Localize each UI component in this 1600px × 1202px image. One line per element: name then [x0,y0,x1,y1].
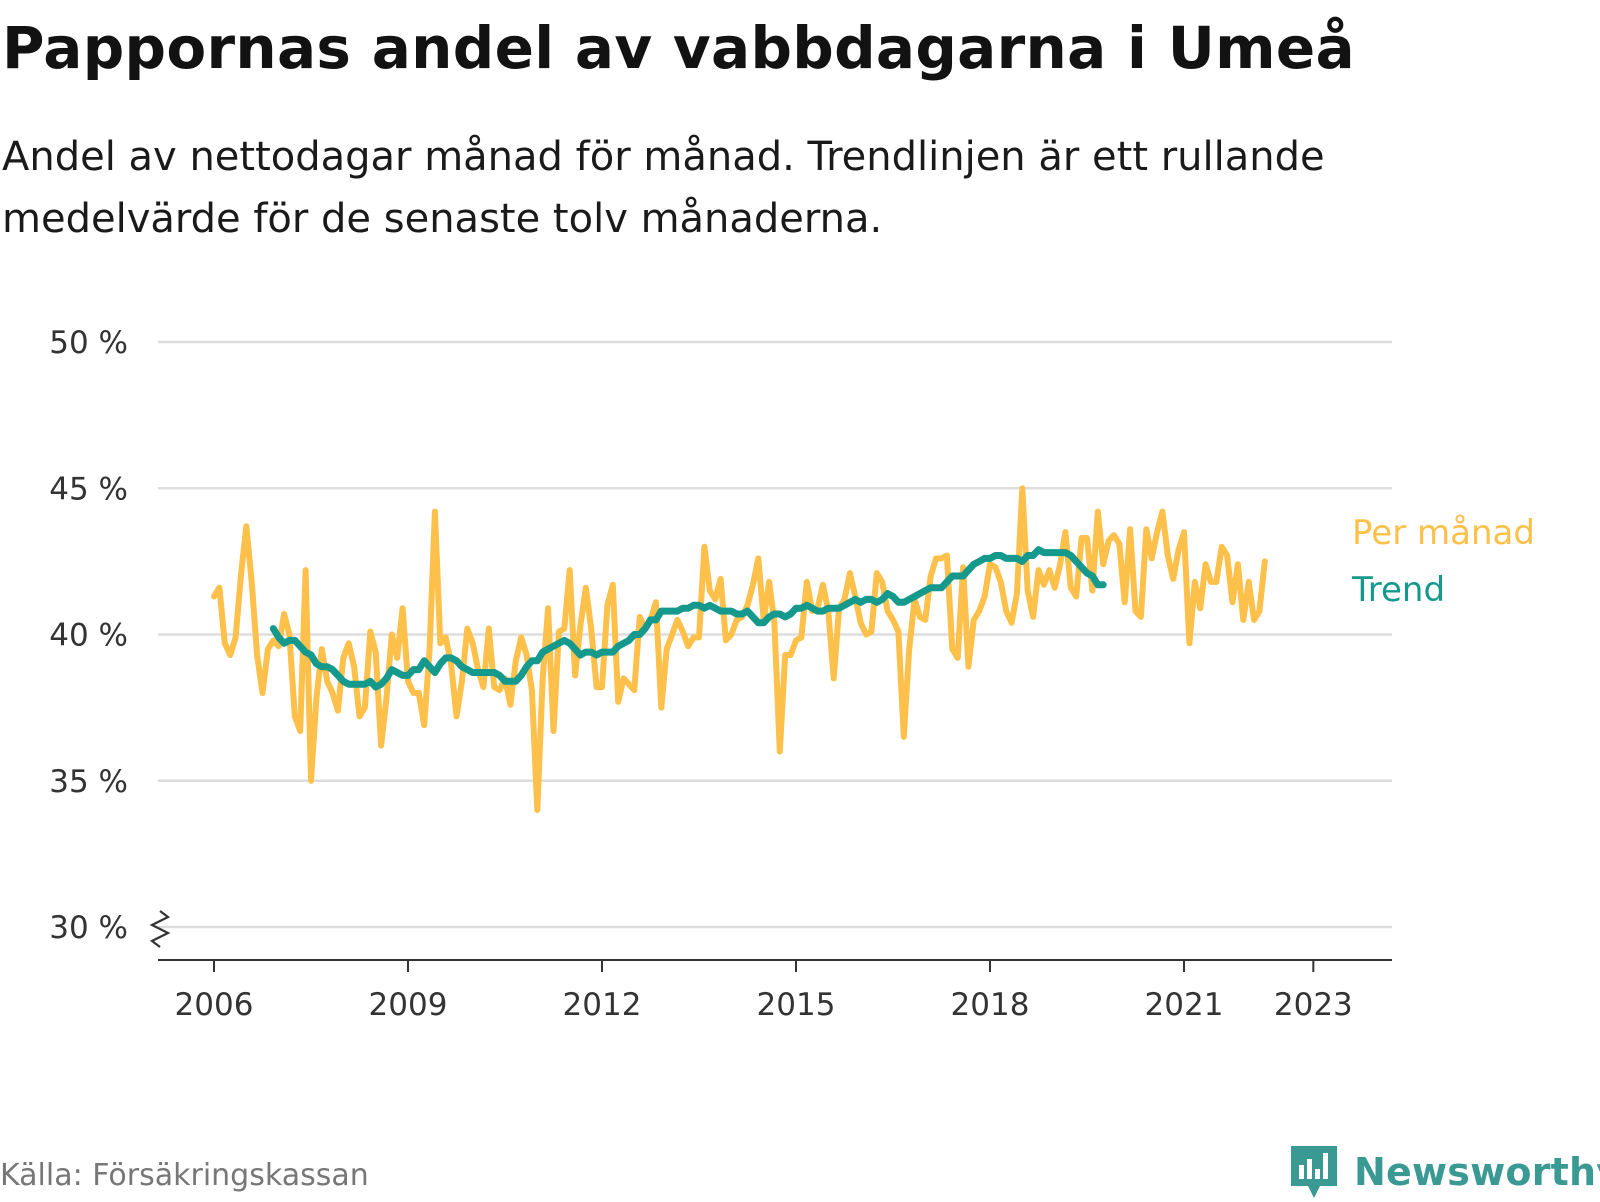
series-label: Per månad [1352,513,1535,553]
y-tick-label: 35 % [49,764,128,800]
x-tick-label: 2018 [951,987,1030,1023]
x-tick-label: 2009 [369,987,448,1023]
x-tick-label: 2012 [563,987,642,1023]
x-axis-ticks: 2006 2009 2012 2015 2018 2021 2023 [175,960,1353,1023]
series-lines [211,485,1268,813]
x-tick-label: 2023 [1274,987,1353,1023]
axis-break-icon [149,910,171,948]
series-label: Trend [1351,570,1445,610]
y-tick-label: 30 % [49,910,128,946]
x-tick-label: 2015 [757,987,836,1023]
line-chart: 30 % 35 % 40 % 45 % 50 % 2006 2009 2012 2015 201… [49,325,1535,1023]
series-line-per-manad [211,485,1268,813]
brand-name: Newsworthy [1354,1150,1600,1194]
y-tick-label: 40 % [49,618,128,654]
series-line-trend [269,546,1107,691]
chart-title: Pappornas andel av vabbdagarna i Umeå [2,14,1355,82]
y-tick-label: 45 % [49,471,128,507]
brand-logo: Newsworthy [1288,1142,1600,1202]
series-labels: Per månad Trend [1351,513,1535,610]
y-axis-ticks: 30 % 35 % 40 % 45 % 50 % [49,325,171,948]
source-note: Källa: Försäkringskassan [0,1158,369,1193]
x-tick-label: 2021 [1145,987,1224,1023]
y-tick-label: 50 % [49,325,128,361]
chart-subtitle: Andel av nettodagar månad för månad. Tre… [2,134,1325,242]
newsworthy-logo-icon [1291,1146,1337,1198]
x-tick-label: 2006 [175,987,254,1023]
